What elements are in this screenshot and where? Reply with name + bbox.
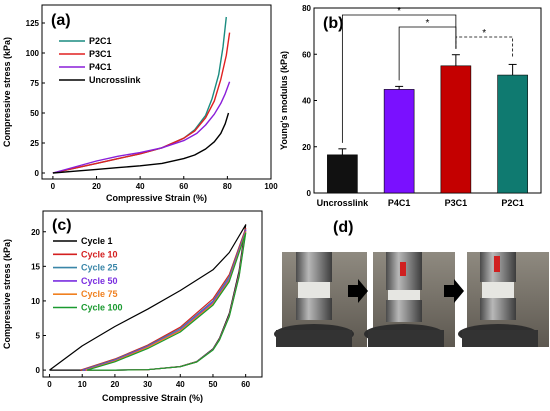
y-tick-label: 0 [35, 169, 40, 178]
x-tick-label: 80 [223, 182, 232, 191]
x-axis-label: Compressive Strain (%) [102, 393, 203, 403]
y-tick-label: 20 [31, 228, 40, 237]
x-tick-label: 0 [47, 380, 52, 389]
significance-star: * [482, 28, 486, 39]
x-tick-label: 50 [209, 380, 218, 389]
y-axis-label: Young's modulus (kPa) [279, 51, 289, 150]
legend-label: Cycle 1 [81, 236, 113, 246]
x-tick-label: 60 [241, 380, 250, 389]
y-tick-label: 75 [30, 79, 39, 88]
y-tick-label: 60 [302, 50, 311, 59]
x-category-label: Uncrosslink [317, 198, 370, 208]
x-tick-label: 20 [92, 182, 101, 191]
legend-label: Cycle 100 [81, 303, 123, 313]
y-tick-label: 5 [36, 332, 41, 341]
y-tick-label: 80 [302, 4, 311, 13]
legend-label: Cycle 25 [81, 263, 118, 273]
bar-p3c1 [440, 65, 472, 194]
cycle-loop-cycle-100 [86, 232, 247, 371]
x-tick-label: 10 [78, 380, 87, 389]
panel-d-photographs: (d) [274, 219, 549, 347]
x-tick-label: 0 [51, 182, 56, 191]
x-category-label: P2C1 [501, 198, 524, 208]
x-tick-label: 60 [179, 182, 188, 191]
series-line-p3c1 [52, 32, 231, 174]
series-line-p4c1 [52, 81, 231, 174]
c-plot-frame [42, 210, 263, 378]
photo-1 [274, 252, 367, 347]
photo-3 [458, 252, 549, 347]
x-tick-label: 20 [110, 380, 119, 389]
y-tick-label: 100 [26, 49, 40, 58]
legend-label: P4C1 [89, 62, 112, 72]
legend-label: Cycle 75 [81, 289, 118, 299]
panel-b-youngs-modulus-chart: 0 20 40 60 80 Young's modulus (kPa) (b) Uncross… [279, 4, 542, 208]
legend-label: P3C1 [89, 49, 112, 59]
panel-label-a: (a) [51, 12, 71, 29]
panel-label-b: (b) [323, 15, 343, 32]
bar-uncrosslink [327, 154, 358, 194]
series-line-uncrosslink [52, 112, 230, 174]
y-tick-label: 50 [30, 109, 39, 118]
significance-star: * [397, 6, 401, 17]
x-axis-label: Compressive Strain (%) [106, 193, 207, 203]
panel-label-d: (d) [333, 219, 353, 236]
y-tick-label: 0 [307, 189, 312, 198]
legend-label: Cycle 10 [81, 249, 118, 259]
panel-c-cyclic-compression-chart: 0 10 20 30 40 50 60 0 5 10 15 20 Compressive Strain … [2, 210, 263, 403]
significance-star: * [426, 18, 430, 29]
a-plot-frame [41, 4, 272, 180]
x-tick-label: 40 [136, 182, 145, 191]
y-axis-label: Compressive stress (kPa) [2, 239, 12, 349]
x-tick-label: 30 [143, 380, 152, 389]
y-tick-label: 25 [30, 139, 39, 148]
x-tick-label: 100 [264, 182, 278, 191]
y-tick-label: 40 [302, 97, 311, 106]
bar-p4c1 [383, 89, 415, 194]
panel-label-c: (c) [52, 217, 72, 234]
y-tick-label: 10 [31, 297, 40, 306]
arrow-icon [444, 279, 464, 303]
y-axis-label: Compressive stress (kPa) [2, 37, 12, 147]
y-tick-label: 20 [302, 143, 311, 152]
x-tick-label: 40 [176, 380, 185, 389]
panel-a-stress-strain-chart: 0 20 40 60 80 100 0 25 50 75 100 125 Compressive Str… [2, 4, 278, 203]
x-category-label: P3C1 [445, 198, 468, 208]
y-tick-label: 125 [26, 19, 40, 28]
y-tick-label: 0 [36, 366, 41, 375]
bar-p2c1 [497, 74, 528, 194]
legend-label: Cycle 50 [81, 276, 118, 286]
x-category-label: P4C1 [388, 198, 411, 208]
photo-2 [364, 252, 455, 347]
arrow-icon [348, 279, 368, 303]
y-tick-label: 15 [31, 262, 40, 271]
legend-label: P2C1 [89, 36, 112, 46]
significance-bracket [455, 36, 514, 59]
legend-label: Uncrosslink [89, 75, 142, 85]
